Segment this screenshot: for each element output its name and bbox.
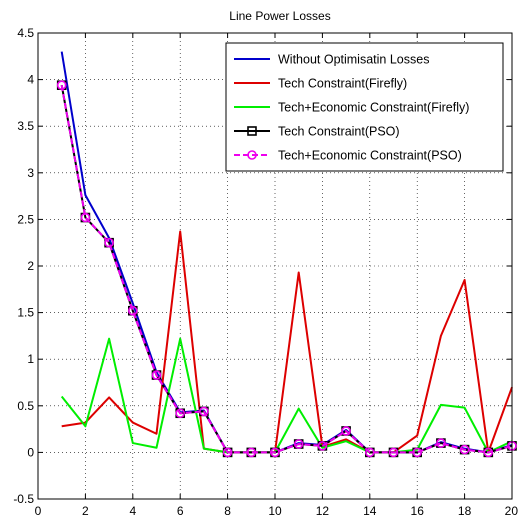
series-point-circle bbox=[317, 441, 328, 451]
x-tick-label: 2 bbox=[82, 504, 89, 518]
legend-entry-label: Tech Constraint(PSO) bbox=[278, 125, 400, 139]
series-point-circle bbox=[293, 439, 304, 449]
plot-series bbox=[56, 51, 517, 458]
series-point-circle bbox=[56, 80, 67, 90]
y-tick-label: -0.5 bbox=[13, 492, 34, 506]
series-point-circle bbox=[151, 370, 162, 380]
series-point-circle bbox=[80, 212, 91, 223]
y-tick-label: 1 bbox=[27, 352, 34, 366]
series-point-circle bbox=[199, 406, 209, 417]
x-tick-label: 4 bbox=[129, 504, 136, 518]
series-line-2 bbox=[61, 230, 513, 454]
y-tick-label: 0 bbox=[27, 445, 34, 459]
series-point-circle bbox=[364, 447, 375, 458]
x-tick-label: 0 bbox=[35, 504, 42, 518]
y-tick-label: 3.5 bbox=[17, 119, 34, 133]
axis-ticks: 0 2 4 6 8 10 12 14 16 18 20-0.500.511.522.533.544.… bbox=[13, 26, 518, 518]
series-point-circle bbox=[436, 438, 446, 448]
series-point-circle bbox=[483, 447, 494, 458]
series-point-circle bbox=[128, 305, 138, 316]
legend-entry-label: Without Optimisatin Losses bbox=[278, 53, 429, 67]
y-tick-label: 4 bbox=[27, 73, 34, 87]
series-point-circle bbox=[341, 426, 351, 436]
series-point-circle bbox=[175, 408, 185, 419]
y-tick-label: 2 bbox=[27, 259, 34, 273]
legend-box bbox=[225, 42, 504, 172]
series-point-circle bbox=[270, 447, 280, 458]
legend-swatch-circle bbox=[247, 150, 257, 160]
x-tick-label: 10 bbox=[268, 504, 282, 518]
chart-title: Line Power Losses bbox=[229, 9, 330, 23]
y-tick-label: 1.5 bbox=[17, 306, 34, 320]
series-point-circle bbox=[246, 447, 257, 458]
x-tick-label: 18 bbox=[458, 504, 472, 518]
series-point-circle bbox=[104, 237, 114, 248]
legend: Without Optimisatin Losses Tech Constrain… bbox=[225, 42, 504, 172]
x-tick-label: 14 bbox=[363, 504, 377, 518]
y-tick-label: 2.5 bbox=[17, 212, 34, 226]
series-point-circle bbox=[459, 444, 470, 455]
x-tick-label: 8 bbox=[224, 504, 231, 518]
x-tick-label: 16 bbox=[411, 504, 425, 518]
series-point-circle bbox=[412, 447, 423, 458]
x-tick-label: 6 bbox=[177, 504, 184, 518]
y-tick-label: 0.5 bbox=[17, 399, 34, 413]
x-tick-label: 12 bbox=[316, 504, 330, 518]
series-point-circle bbox=[222, 447, 233, 458]
y-tick-label: 3 bbox=[27, 166, 34, 180]
legend-entry-label: Tech+Economic Constraint(PSO) bbox=[278, 149, 462, 163]
y-tick-label: 4.5 bbox=[17, 26, 34, 40]
x-tick-label: 20 bbox=[505, 504, 519, 518]
series-point-circle bbox=[388, 447, 399, 458]
series-line-3 bbox=[60, 337, 513, 454]
legend-swatch-square bbox=[247, 126, 257, 136]
legend-entry-label: Tech+Economic Constraint(Firefly) bbox=[278, 101, 469, 115]
legend-entry-label: Tech Constraint(Firefly) bbox=[278, 77, 407, 91]
